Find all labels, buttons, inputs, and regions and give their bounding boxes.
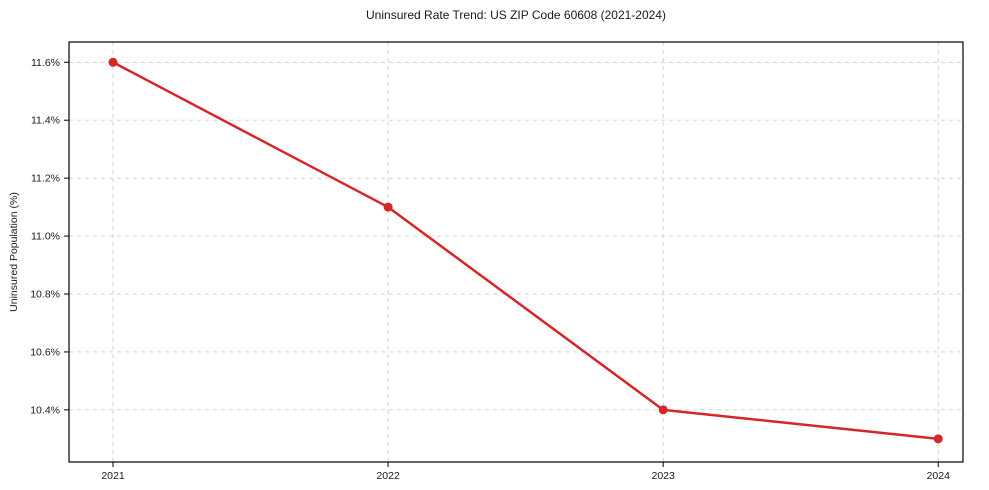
data-point-marker <box>383 202 393 212</box>
y-axis-label: Uninsured Population (%) <box>8 192 20 312</box>
y-tick-label: 10.4% <box>30 404 60 416</box>
x-tick-label: 2021 <box>101 470 125 482</box>
y-tick-label: 10.8% <box>30 289 60 301</box>
x-tick-label: 2022 <box>376 470 400 482</box>
data-point-marker <box>933 434 943 444</box>
plot-border <box>68 41 964 463</box>
y-tick-label: 11.2% <box>31 173 60 185</box>
y-tick-label: 11.0% <box>31 231 60 243</box>
chart-title: Uninsured Rate Trend: US ZIP Code 60608 … <box>366 8 666 22</box>
trend-line <box>111 61 940 441</box>
data-point-marker <box>658 405 668 415</box>
y-tick-label: 11.4% <box>31 115 60 127</box>
x-tick-label: 2024 <box>927 470 951 482</box>
y-tick-label: 10.6% <box>30 346 60 358</box>
data-point-marker <box>108 57 118 67</box>
x-tick-label: 2023 <box>651 470 675 482</box>
y-tick-label: 11.6% <box>31 57 60 69</box>
